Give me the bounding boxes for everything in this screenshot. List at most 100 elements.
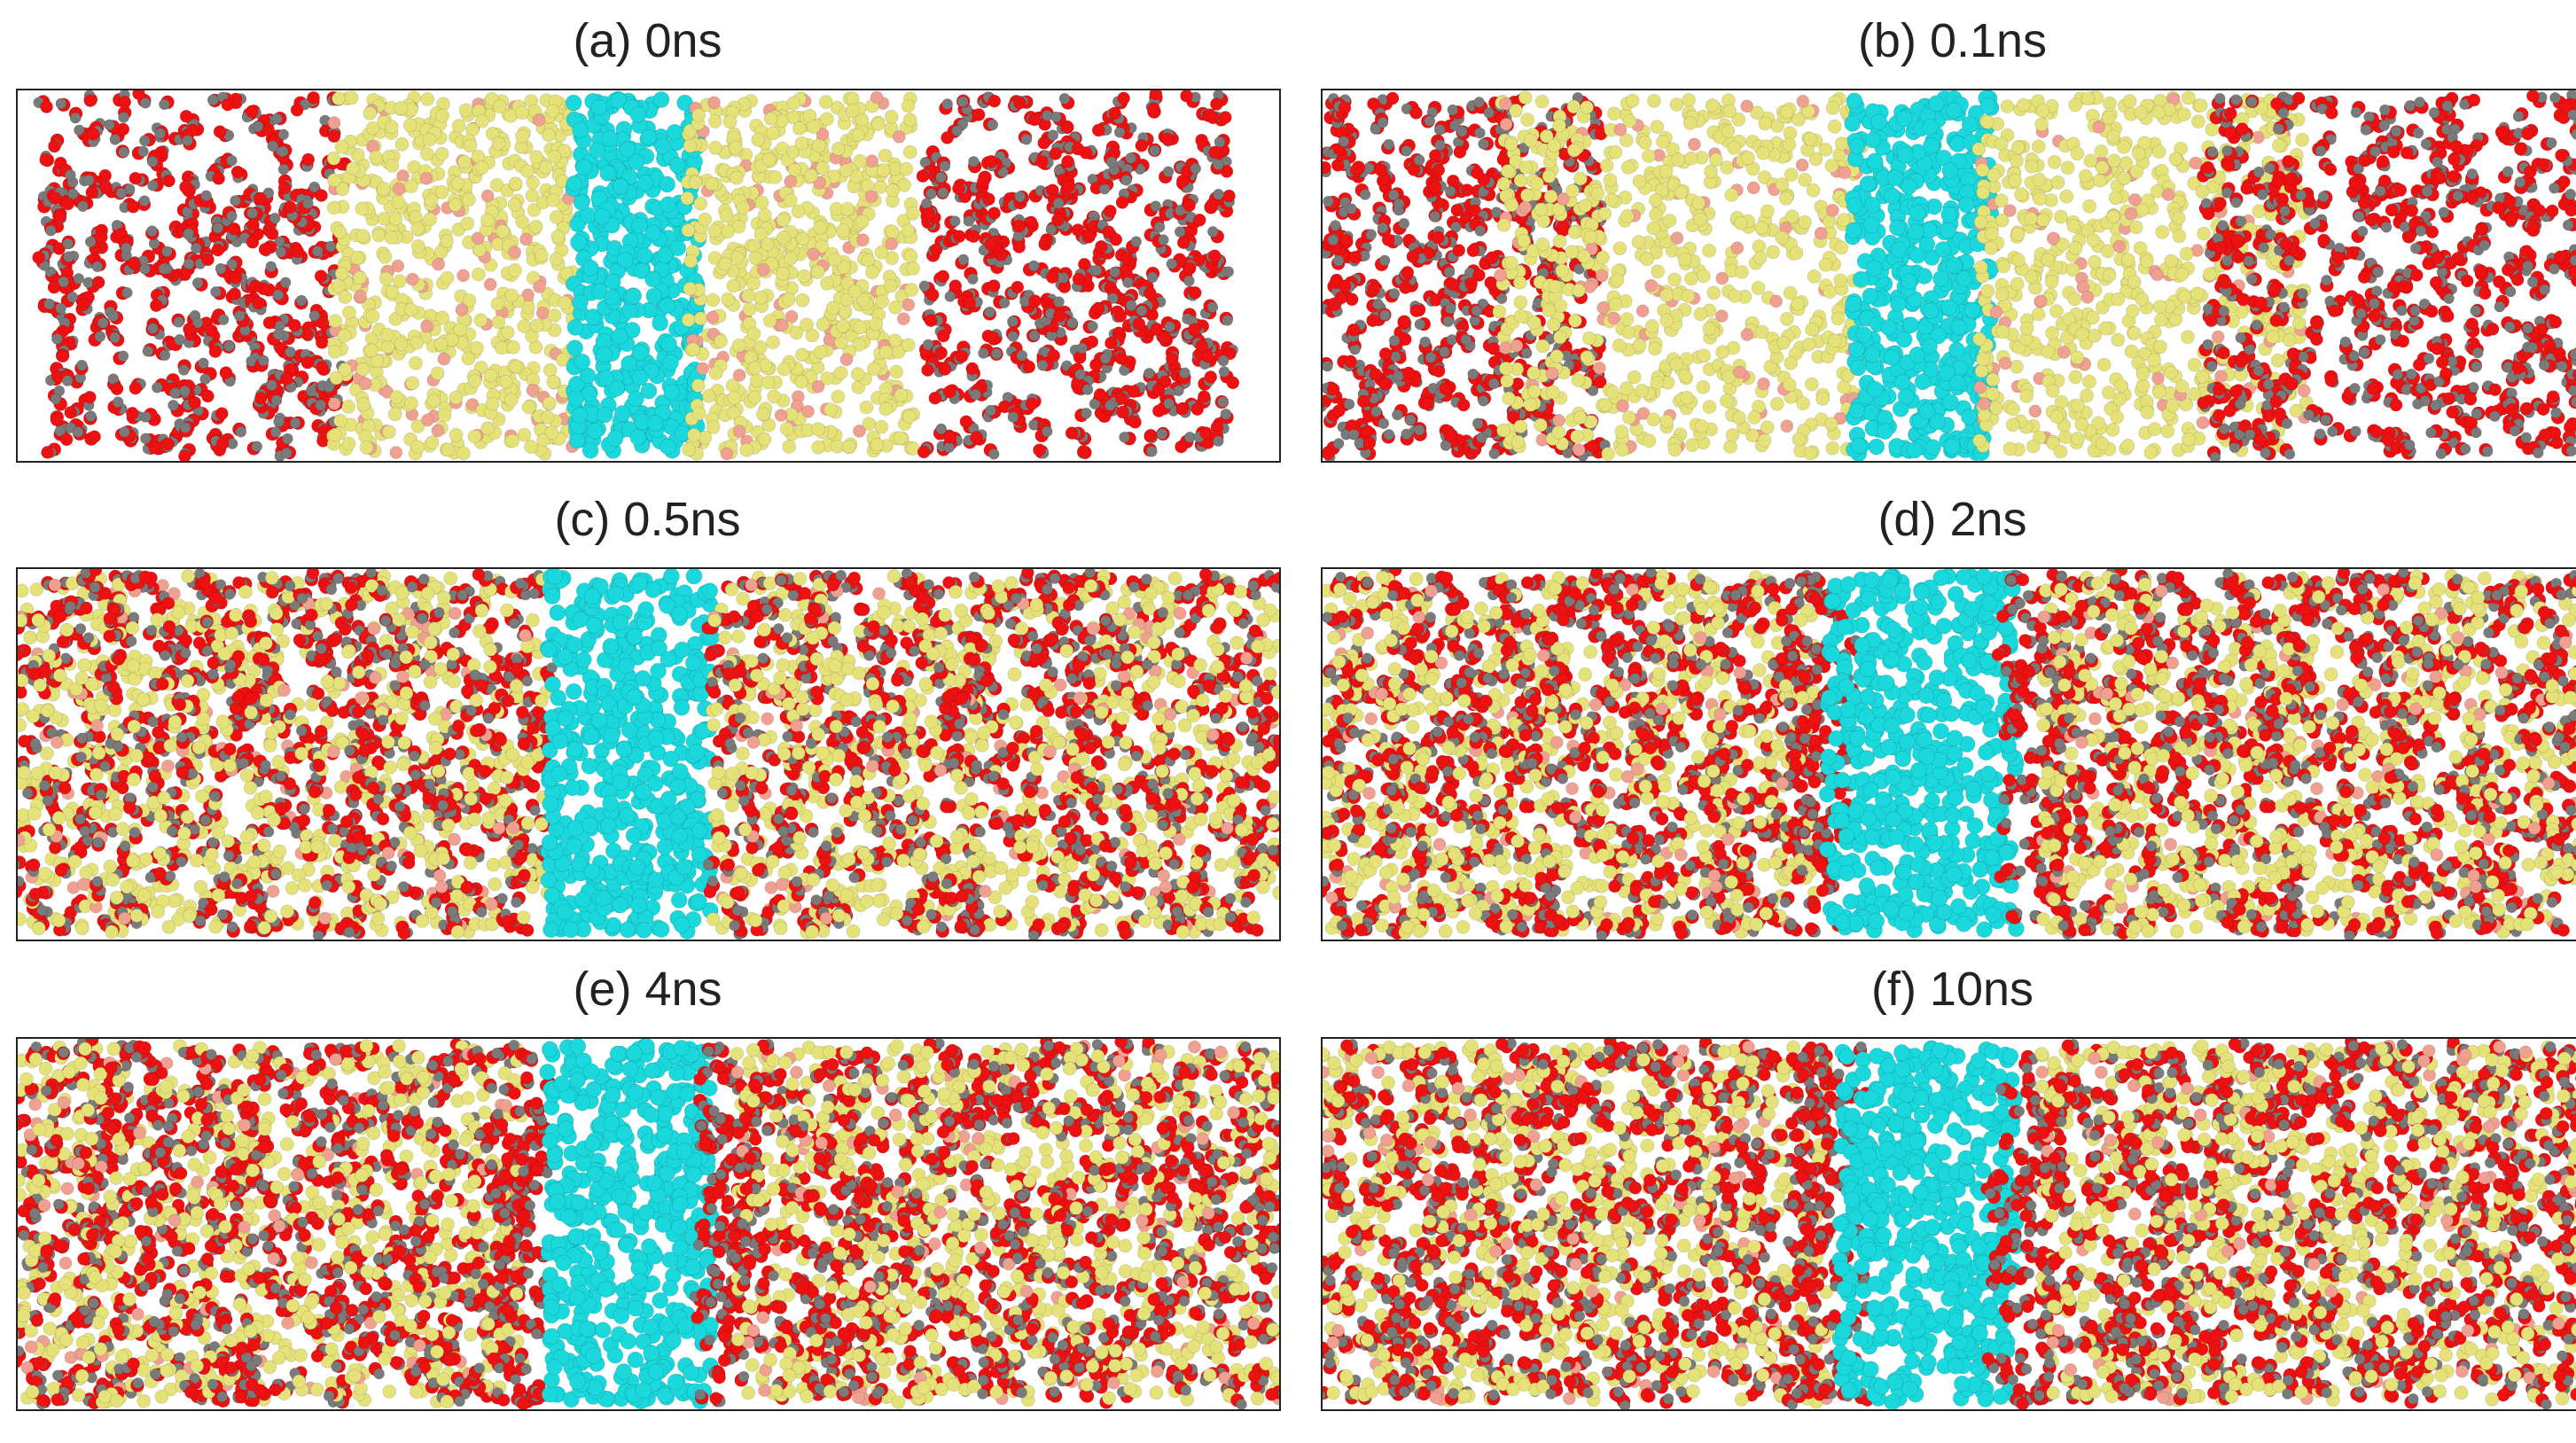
gray-atom: [1014, 191, 1026, 203]
gray-atom: [1365, 229, 1378, 240]
gray-atom: [270, 394, 283, 407]
red-atom: [1464, 277, 1478, 291]
yellow-atom: [853, 320, 868, 335]
red-atom: [132, 90, 145, 100]
gray-atom: [233, 310, 246, 322]
yellow-atom: [731, 338, 746, 353]
red-atom: [1456, 398, 1471, 412]
red-atom: [64, 406, 78, 419]
gray-atom: [1066, 317, 1078, 329]
yellow-atom: [385, 285, 400, 300]
gray-atom: [1190, 162, 1201, 175]
gray-atom: [1050, 111, 1062, 123]
red-atom: [1471, 166, 1484, 180]
yellow-atom: [1667, 272, 1682, 287]
yellow-atom: [435, 310, 450, 325]
red-atom: [1104, 204, 1117, 218]
red-atom: [1120, 252, 1134, 265]
yellow-atom: [878, 345, 894, 359]
gray-atom: [1379, 309, 1391, 321]
gray-atom: [1041, 425, 1053, 438]
gray-atom: [44, 224, 57, 237]
red-atom: [1135, 138, 1149, 152]
yellow-atom: [457, 154, 472, 169]
cyan-atom: [566, 175, 583, 192]
red-atom: [201, 389, 215, 403]
gray-atom: [1443, 266, 1456, 278]
gray-atom: [1476, 432, 1487, 443]
yellow-atom: [379, 327, 394, 342]
gray-atom: [957, 96, 969, 108]
gray-atom: [1149, 144, 1160, 157]
red-atom: [1053, 309, 1066, 323]
red-atom: [1033, 443, 1046, 457]
gray-atom: [1163, 398, 1175, 410]
gray-atom: [949, 215, 961, 227]
cyan-atom: [573, 194, 590, 211]
red-atom: [246, 236, 260, 249]
red-atom: [1091, 301, 1105, 316]
gray-atom: [191, 242, 202, 254]
yellow-atom: [782, 440, 797, 454]
gray-atom: [257, 355, 269, 367]
gray-atom: [1413, 424, 1425, 436]
yellow-atom: [683, 254, 699, 269]
gray-atom: [1156, 428, 1168, 440]
red-atom: [53, 210, 67, 223]
gray-atom: [65, 169, 76, 181]
gray-atom: [308, 309, 321, 322]
red-atom: [1350, 163, 1363, 177]
gray-atom: [1383, 138, 1394, 151]
red-atom: [1460, 183, 1474, 197]
gray-atom: [1474, 225, 1487, 237]
red-atom: [252, 296, 265, 310]
yellow-atom: [338, 363, 352, 377]
gray-atom: [1434, 139, 1446, 152]
yellow-atom: [786, 96, 800, 111]
red-atom: [1432, 364, 1446, 378]
yellow-atom: [371, 228, 386, 243]
yellow-atom: [886, 224, 900, 239]
pink-atom: [471, 231, 485, 245]
yellow-atom: [1580, 350, 1595, 364]
yellow-atom: [335, 182, 350, 197]
gray-atom: [1016, 349, 1028, 362]
yellow-atom: [508, 263, 522, 277]
yellow-atom: [748, 251, 762, 265]
yellow-atom: [474, 113, 489, 129]
gray-atom: [957, 254, 970, 266]
yellow-atom: [783, 193, 798, 207]
pink-atom: [327, 397, 341, 410]
gray-atom: [1052, 197, 1065, 209]
red-atom: [987, 94, 1002, 108]
gray-atom: [1338, 136, 1350, 148]
red-atom: [59, 433, 74, 447]
red-atom: [948, 279, 963, 292]
gray-atom: [266, 379, 277, 391]
yellow-atom: [341, 399, 355, 414]
yellow-atom: [741, 288, 756, 303]
yellow-atom: [342, 305, 356, 320]
red-atom: [1160, 132, 1175, 146]
pink-atom: [1635, 304, 1650, 318]
red-atom: [1085, 335, 1099, 349]
gray-atom: [968, 156, 980, 168]
yellow-atom: [833, 365, 848, 380]
gray-atom: [91, 261, 104, 273]
pink-atom: [720, 447, 734, 461]
yellow-atom: [736, 200, 751, 215]
yellow-atom: [698, 212, 713, 227]
gray-atom: [944, 291, 956, 302]
red-atom: [41, 446, 54, 459]
gray-atom: [1213, 159, 1224, 170]
yellow-atom: [385, 159, 400, 173]
gray-atom: [1164, 321, 1175, 333]
gray-atom: [1174, 226, 1186, 238]
cyan-atom: [596, 346, 613, 363]
gray-atom: [262, 187, 275, 199]
pink-atom: [774, 409, 788, 422]
gray-atom: [146, 156, 159, 168]
red-atom: [1012, 240, 1026, 254]
gray-atom: [118, 146, 129, 159]
gray-atom: [58, 276, 69, 288]
